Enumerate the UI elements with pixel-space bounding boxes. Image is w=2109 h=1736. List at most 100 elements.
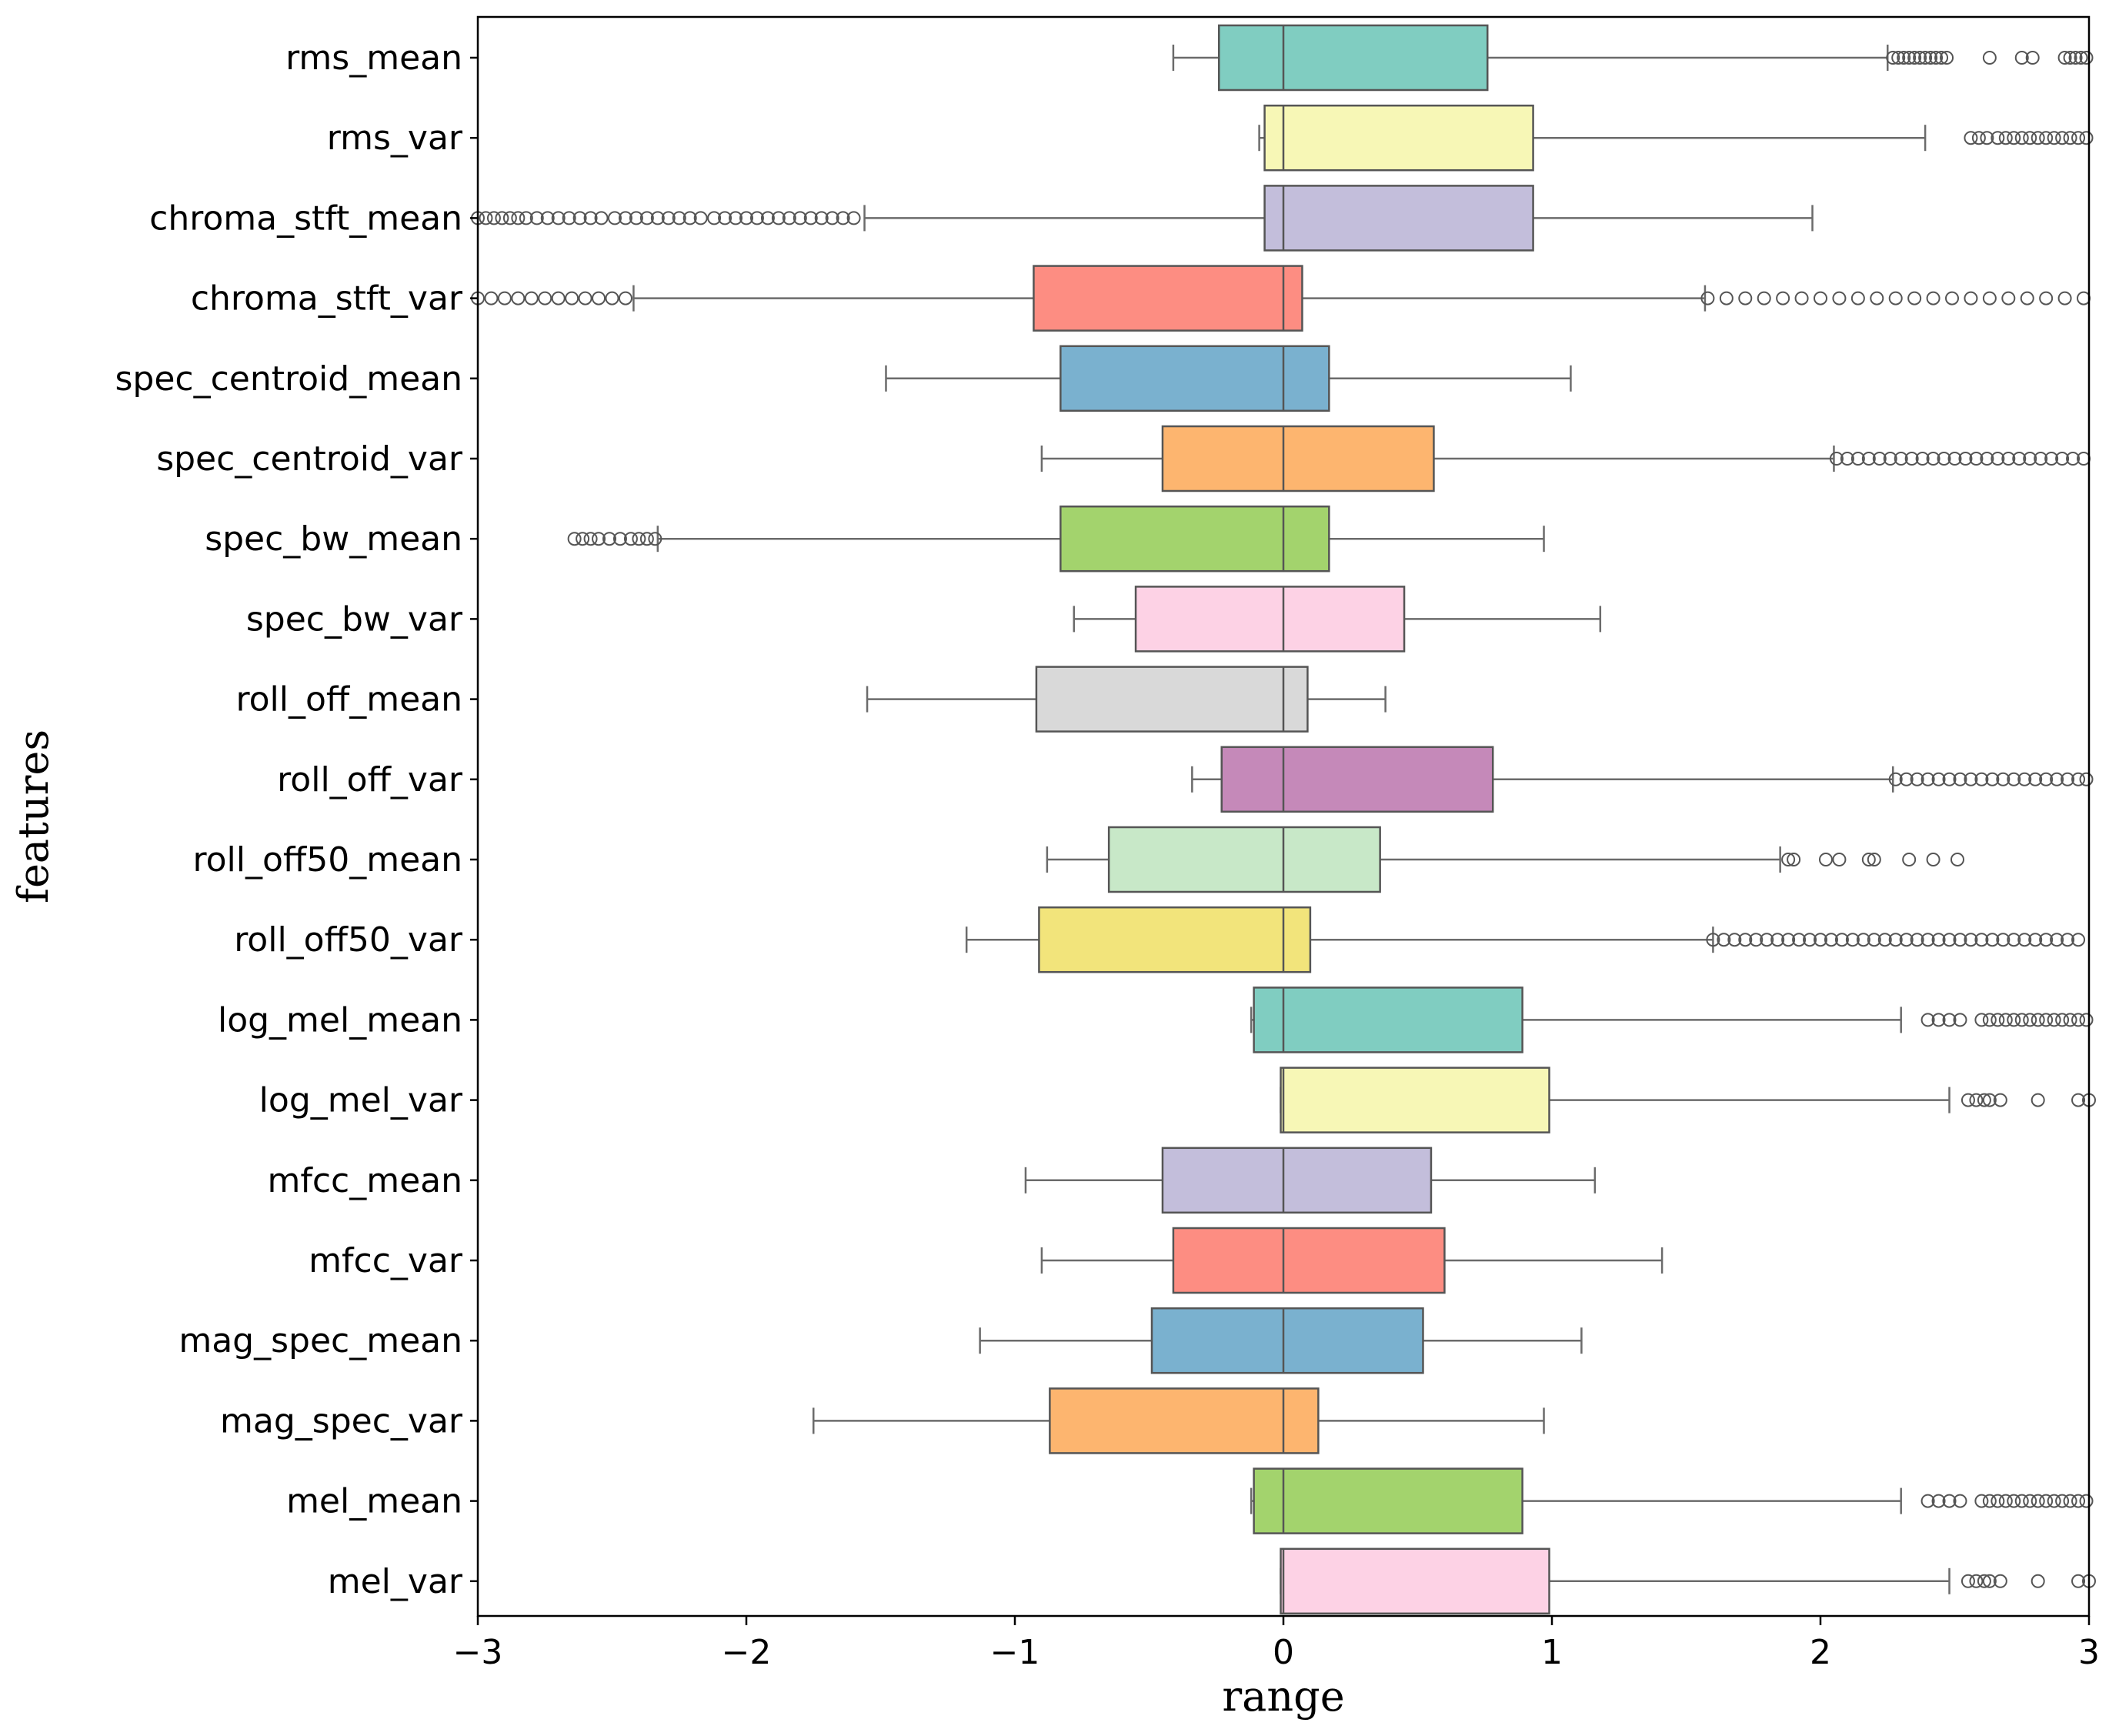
flier-point bbox=[1953, 933, 1967, 947]
flier-point bbox=[2061, 933, 2075, 947]
flier-point bbox=[650, 211, 665, 225]
flier-point bbox=[1899, 772, 1914, 786]
flier-point bbox=[1861, 452, 1876, 466]
flier-point bbox=[479, 211, 493, 225]
boxes-layer bbox=[632, 24, 1950, 1615]
box-spec_bw_var bbox=[1073, 586, 1602, 653]
flier-point bbox=[1902, 51, 1917, 65]
flier-point bbox=[1907, 291, 1922, 305]
flier-point bbox=[1727, 933, 1742, 947]
flier-point bbox=[2057, 51, 2072, 65]
flier-point bbox=[2079, 131, 2094, 145]
box-iqr bbox=[1253, 987, 1523, 1053]
flier-point bbox=[1738, 291, 1753, 305]
flier-point bbox=[639, 532, 654, 546]
flier-point bbox=[1942, 1494, 1957, 1508]
flier-point bbox=[632, 532, 646, 546]
box-iqr bbox=[1049, 1387, 1320, 1454]
flier-point bbox=[2023, 1494, 2037, 1508]
x-tick-label: 0 bbox=[1273, 1633, 1294, 1672]
flier-point bbox=[1920, 933, 1935, 947]
y-tick-label: mag_spec_mean bbox=[179, 1321, 462, 1360]
flier-point bbox=[1926, 291, 1940, 305]
flier-point bbox=[1867, 933, 1881, 947]
box-iqr bbox=[1280, 1547, 1550, 1615]
flier-point bbox=[1700, 291, 1715, 305]
flier-point bbox=[1910, 772, 1924, 786]
flier-point bbox=[1942, 772, 1957, 786]
x-tick-label: 1 bbox=[1541, 1633, 1563, 1672]
flier-point bbox=[639, 211, 654, 225]
flier-point bbox=[1907, 51, 1922, 65]
flier-point bbox=[1814, 933, 1827, 947]
box-iqr bbox=[1161, 1147, 1433, 1214]
flier-point bbox=[2071, 1574, 2086, 1588]
flier-point bbox=[2071, 131, 2086, 145]
x-ticks: −3 −2 −1 0 1 2 3 bbox=[453, 1616, 2100, 1672]
flier-point bbox=[2063, 51, 2077, 65]
flier-point bbox=[2061, 772, 2075, 786]
flier-point bbox=[1706, 933, 1720, 947]
flier-point bbox=[2039, 131, 2054, 145]
x-axis-label: range bbox=[1222, 1672, 1344, 1721]
flier-point bbox=[2039, 291, 2054, 305]
flier-point bbox=[1760, 933, 1774, 947]
y-tick-label: chroma_stft_var bbox=[191, 279, 463, 319]
flier-point bbox=[1886, 51, 1900, 65]
flier-point bbox=[1924, 51, 1938, 65]
flier-point bbox=[519, 211, 533, 225]
flier-point bbox=[1856, 933, 1870, 947]
box-mag_spec_var bbox=[813, 1387, 1545, 1454]
y-tick-label: rms_var bbox=[327, 119, 463, 158]
flier-point bbox=[1931, 933, 1946, 947]
flier-point bbox=[2066, 452, 2081, 466]
flier-point bbox=[1998, 1494, 2013, 1508]
flier-point bbox=[623, 532, 638, 546]
flier-point bbox=[607, 211, 622, 225]
flier-point bbox=[2007, 1013, 2021, 1027]
flier-point bbox=[2023, 452, 2037, 466]
flier-point bbox=[1974, 772, 1989, 786]
flier-point bbox=[592, 532, 606, 546]
flier-point bbox=[551, 211, 566, 225]
box-roll_off50_var bbox=[965, 906, 1714, 973]
flier-point bbox=[1958, 452, 1973, 466]
box-iqr bbox=[1035, 666, 1309, 733]
flier-point bbox=[1794, 291, 1809, 305]
box-spec_centroid_var bbox=[1040, 425, 1835, 492]
flier-point bbox=[782, 211, 796, 225]
flier-point bbox=[1940, 51, 1954, 65]
flier-point bbox=[1926, 452, 1940, 466]
flier-point bbox=[1770, 933, 1785, 947]
flier-point bbox=[1719, 291, 1734, 305]
flier-point bbox=[2014, 131, 2029, 145]
flier-point bbox=[1897, 51, 1911, 65]
box-iqr bbox=[1038, 906, 1312, 973]
flier-point bbox=[605, 291, 619, 305]
flier-point bbox=[1991, 1494, 2005, 1508]
flier-point bbox=[1717, 933, 1731, 947]
flier-point bbox=[495, 211, 509, 225]
flier-point bbox=[1913, 51, 1927, 65]
fliers-layer bbox=[471, 51, 2096, 1588]
flier-point bbox=[2034, 452, 2048, 466]
flier-point bbox=[1888, 291, 1903, 305]
flier-point bbox=[2023, 131, 2037, 145]
flier-point bbox=[511, 291, 526, 305]
flier-point bbox=[2079, 772, 2094, 786]
flier-point bbox=[2047, 1013, 2061, 1027]
flier-point bbox=[2047, 1494, 2061, 1508]
flier-point bbox=[682, 211, 697, 225]
box-mfcc_var bbox=[1040, 1227, 1664, 1294]
flier-point bbox=[1832, 853, 1847, 866]
flier-point bbox=[2039, 933, 2054, 947]
flier-point bbox=[1937, 452, 1951, 466]
flier-point bbox=[1931, 1013, 1946, 1027]
flier-point bbox=[2017, 933, 2032, 947]
flier-point bbox=[1872, 452, 1887, 466]
flier-point bbox=[1920, 772, 1935, 786]
flier-point bbox=[2071, 1093, 2086, 1107]
box-mel_var bbox=[1280, 1547, 1950, 1615]
flier-point bbox=[1915, 452, 1930, 466]
flier-point bbox=[2025, 51, 2040, 65]
